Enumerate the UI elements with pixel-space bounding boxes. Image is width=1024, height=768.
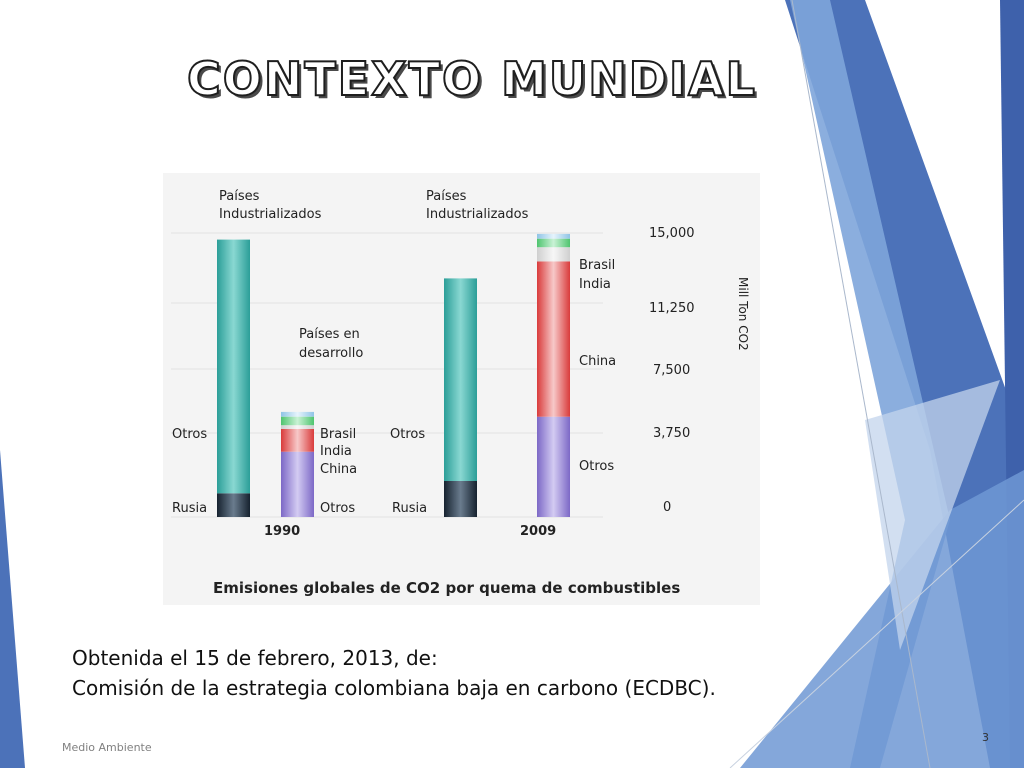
- bar-segment-china-1990: [281, 429, 314, 452]
- bar-segment-india-1990: [281, 425, 314, 429]
- page-number: 3: [982, 731, 989, 744]
- label-otros-ind-2009: Otros: [390, 427, 425, 442]
- y-tick-0: 0: [663, 500, 671, 515]
- group-label-line1: Países en: [299, 327, 360, 342]
- x-tick-1990: 1990: [264, 524, 300, 539]
- group-label-industrialized-1990: Países Industrializados: [219, 189, 322, 222]
- label-china-2009: China: [579, 354, 616, 369]
- label-otros-ind-1990: Otros: [172, 427, 207, 442]
- bar-segment-china-2009: [537, 261, 570, 417]
- group-label-line2: Industrializados: [426, 207, 529, 222]
- y-tick-3750: 3,750: [653, 426, 690, 441]
- bar-segment-otros-industrializados-1990: [217, 239, 250, 494]
- label-india-2009: India: [579, 277, 611, 292]
- bar-segment-top-2009: [537, 233, 570, 239]
- label-brasil-1990: Brasil: [320, 427, 356, 442]
- bar-segment-rusia-2009: [444, 481, 477, 517]
- bar-segment-rusia-1990: [217, 493, 250, 517]
- deco-shape-left-edge: [0, 450, 25, 768]
- emissions-chart: Países Industrializados Países Industria…: [171, 189, 750, 597]
- bar-segment-otros-desarrollo-1990: [281, 451, 314, 517]
- bar-segment-brasil-1990: [281, 416, 314, 426]
- chart-title: Emisiones globales de CO2 por quema de c…: [213, 579, 680, 597]
- label-otros-dev-1990: Otros: [320, 501, 355, 516]
- label-india-1990: India: [320, 444, 352, 459]
- bar-segment-brasil-2009: [537, 238, 570, 248]
- y-tick-7500: 7,500: [653, 363, 690, 378]
- label-brasil-2009: Brasil: [579, 258, 615, 273]
- group-label-developing: Países en desarrollo: [299, 327, 364, 361]
- group-label-line2: Industrializados: [219, 207, 322, 222]
- source-citation: Obtenida el 15 de febrero, 2013, de: Com…: [72, 643, 832, 703]
- source-line-2: Comisión de la estrategia colombiana baj…: [72, 676, 716, 700]
- label-china-1990: China: [320, 462, 357, 477]
- bars-layer: [217, 233, 570, 517]
- slide-title: CONTEXTO MUNDIAL: [186, 51, 757, 107]
- y-tick-15000: 15,000: [649, 226, 695, 241]
- label-otros-dev-2009: Otros: [579, 459, 614, 474]
- group-label-industrialized-2009: Países Industrializados: [426, 189, 529, 222]
- bar-segment-india-2009: [537, 247, 570, 262]
- label-rusia-1990: Rusia: [172, 501, 207, 516]
- bar-segment-otros-desarrollo-2009: [537, 416, 570, 517]
- bar-segment-top-1990: [281, 411, 314, 417]
- deco-shape-pale-triangle: [865, 380, 1000, 650]
- x-tick-2009: 2009: [520, 524, 556, 539]
- bar-segment-otros-industrializados-2009: [444, 278, 477, 481]
- footer-text: Medio Ambiente: [62, 741, 152, 754]
- group-label-line2: desarrollo: [299, 346, 363, 361]
- label-rusia-2009: Rusia: [392, 501, 427, 516]
- group-label-line1: Países: [219, 189, 260, 204]
- source-line-1: Obtenida el 15 de febrero, 2013, de:: [72, 646, 438, 670]
- chart-panel: Países Industrializados Países Industria…: [163, 173, 760, 605]
- deco-line: [729, 499, 1024, 768]
- y-tick-11250: 11,250: [649, 301, 695, 316]
- y-axis-label: Mill Ton CO2: [736, 277, 750, 351]
- group-label-line1: Países: [426, 189, 467, 204]
- deco-line: [791, 0, 931, 768]
